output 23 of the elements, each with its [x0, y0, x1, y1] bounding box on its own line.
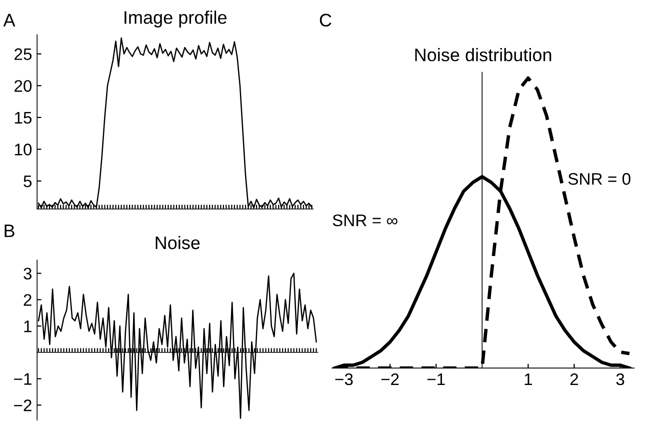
y-tick-label: 10: [14, 144, 32, 156]
chart-title: Image profile: [124, 10, 227, 28]
chart-title: Noise: [156, 236, 200, 250]
x-tick-label: −2: [381, 373, 399, 386]
y-tick-label: −2: [14, 399, 32, 412]
y-tick-label: 5: [24, 176, 32, 188]
y-tick-label: 2: [24, 294, 32, 306]
text: C: [320, 14, 332, 27]
y-tick-label: 3: [24, 268, 32, 280]
y-tick-label: 1: [24, 320, 32, 332]
text: SNR = ∞: [332, 214, 398, 226]
y-tick-label: 25: [14, 48, 32, 60]
y-tick-label: 20: [14, 80, 32, 92]
x-tick-label: 3: [616, 373, 624, 386]
text: B: [4, 224, 14, 238]
y-tick-label: 15: [14, 112, 32, 124]
x-tick-label: 2: [570, 373, 578, 386]
chart-title: Noise distribution: [415, 48, 552, 62]
series-label: SNR = 0: [568, 173, 630, 185]
x-tick-label: 1: [524, 374, 532, 386]
text: A: [3, 14, 16, 26]
x-tick-label: −1: [427, 374, 445, 386]
x-tick-label: −3: [335, 373, 353, 386]
